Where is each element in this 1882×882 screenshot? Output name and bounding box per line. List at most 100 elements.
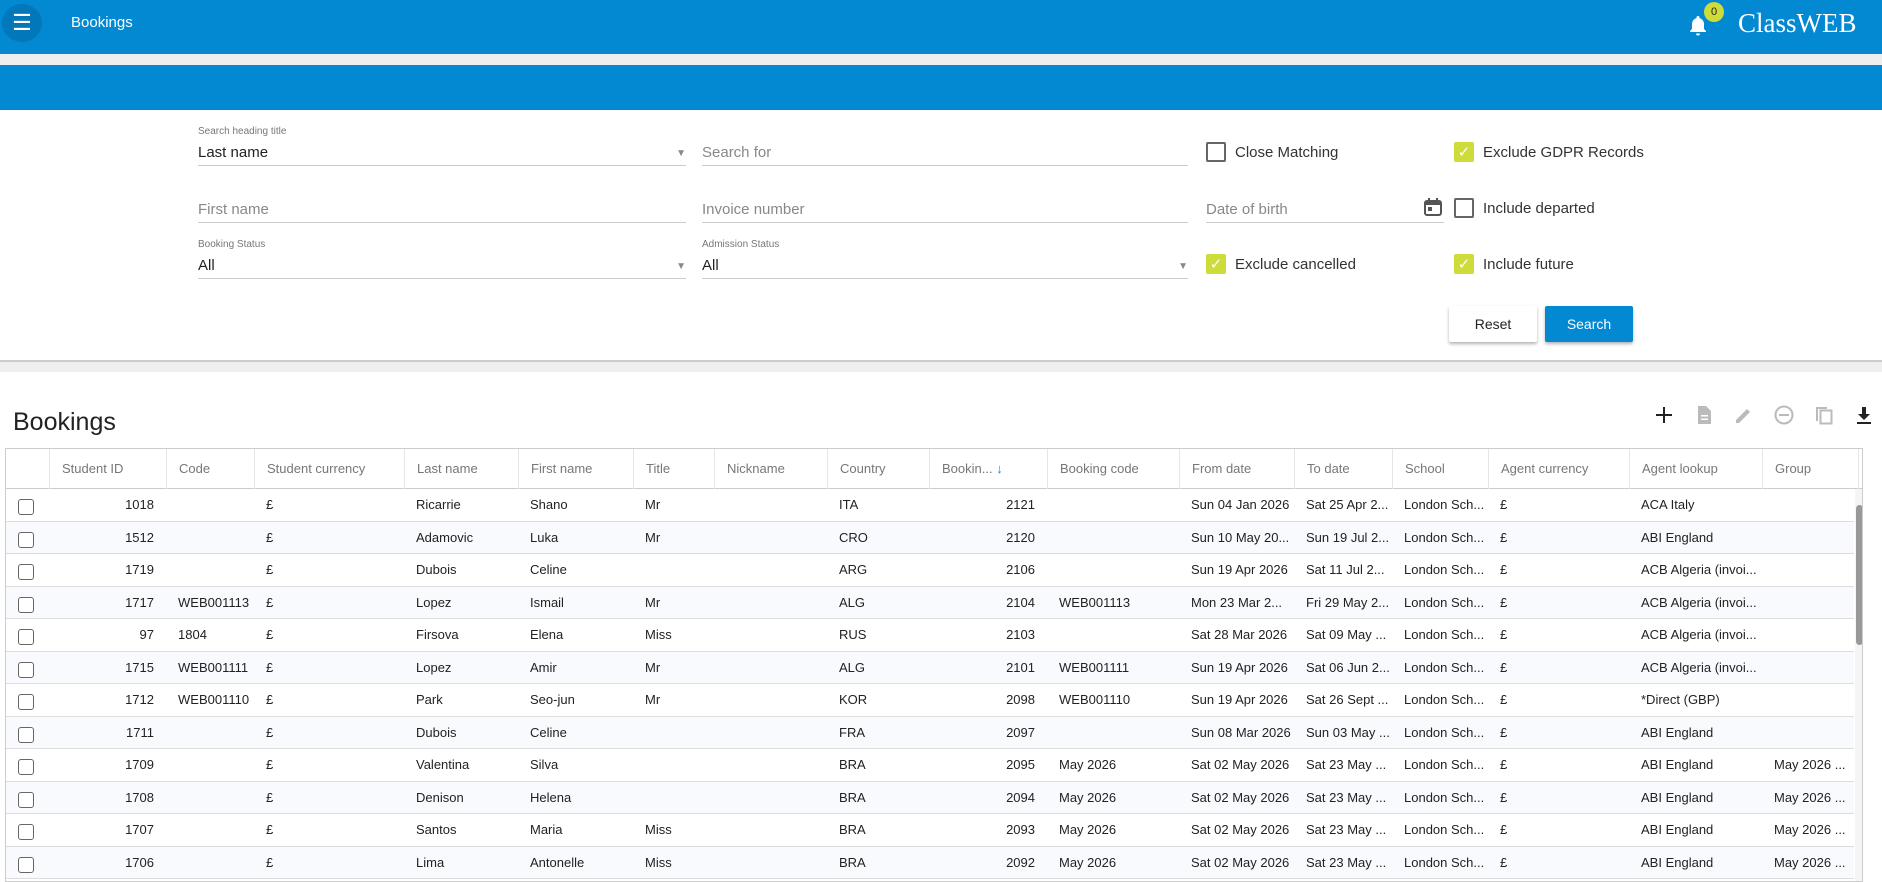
column-header[interactable]: Agent lookup [1629,449,1762,489]
column-header[interactable]: Student ID [49,449,166,489]
table-cell: ACB Algeria (invoi... [1641,562,1757,577]
column-header[interactable]: Student currency [254,449,404,489]
sort-descending-icon[interactable]: ↓ [992,461,1003,476]
table-cell: 1018 [125,497,154,512]
table-cell [714,684,827,716]
column-header[interactable]: Last name [404,449,518,489]
table-row[interactable]: 1711 £ Dubois Celine FRA 2097 Sun 08 Mar 2026 S… [6,716,1854,749]
include-future-checkbox[interactable]: ✓ Include future [1454,254,1574,274]
column-header-label: Student currency [267,461,366,476]
bookings-table: Student ID Code Student currency Last name F… [5,448,1863,882]
table-row[interactable]: 1719 £ Dubois Celine ARG 2106 Sun 19 Apr 2026 S… [6,554,1854,587]
table-cell: 1709 [125,757,154,772]
row-checkbox[interactable] [18,661,34,678]
close-matching-checkbox[interactable]: Close Matching [1206,142,1338,162]
checkbox-label: Include future [1483,255,1574,273]
column-header[interactable]: Bookin... ↓ [929,449,1047,489]
column-header[interactable]: Code [166,449,254,489]
table-row[interactable]: 1018 £ Ricarrie Shano Mr ITA 2121 Sun 04 Jan 20… [6,489,1854,522]
column-header[interactable]: From date [1179,449,1294,489]
collapse-chevron-icon[interactable]: ⌃ [1868,141,1880,157]
table-row[interactable]: 1715 WEB001111 £ Lopez Amir Mr ALG 2101 WEB00111… [6,651,1854,684]
column-header[interactable]: To date [1294,449,1392,489]
table-row[interactable]: 97 1804 £ Firsova Elena Miss RUS 2103 Sat 28 Mar… [6,619,1854,652]
row-checkbox[interactable] [18,694,34,710]
table-cell [1047,522,1179,554]
row-checkbox[interactable] [18,629,34,645]
column-header[interactable]: B [1858,449,1862,489]
table-cell [714,554,827,586]
edit-icon[interactable] [1733,404,1755,426]
add-icon[interactable] [1653,404,1675,426]
notification-bell-icon[interactable] [1688,14,1708,36]
row-checkbox[interactable] [18,564,34,580]
checkbox-checked-icon[interactable]: ✓ [1454,142,1474,162]
table-cell [166,522,254,554]
table-row[interactable]: 1708 £ Denison Helena BRA 2094 May 2026 Sat 02 … [6,781,1854,814]
row-checkbox[interactable] [18,759,34,775]
column-header[interactable]: Group [1762,449,1858,489]
row-checkbox[interactable] [18,596,34,613]
table-cell: WEB001111 [178,659,249,675]
table-cell: £ [1500,692,1508,707]
vertical-scrollbar[interactable] [1855,489,1862,881]
scrollbar-thumb[interactable] [1856,505,1862,645]
table-cell: Antonelle [530,854,585,870]
table-cell: ABI England [1641,757,1714,772]
date-of-birth-input[interactable]: Date of birth [1206,173,1444,223]
column-header[interactable]: Title [633,449,714,489]
table-row[interactable]: 1712 WEB001110 £ Park Seo-jun Mr KOR 2098 WEB001… [6,684,1854,717]
checkbox-icon[interactable] [1206,142,1226,162]
row-checkbox[interactable] [18,791,34,808]
calendar-icon[interactable] [1424,198,1442,216]
checkbox-label: Close Matching [1235,143,1339,161]
column-header[interactable]: Booking code [1047,449,1179,489]
first-name-input[interactable]: First name [198,173,686,223]
exclude-cancelled-checkbox[interactable]: ✓ Exclude cancelled [1206,254,1356,274]
booking-status-select[interactable]: Booking Status All ▼ [198,229,686,279]
reset-button[interactable]: Reset [1449,306,1537,342]
column-header[interactable]: First name [518,449,633,489]
booking-status-label: Booking Status [198,239,266,250]
checkbox-icon[interactable] [1454,198,1474,218]
table-row[interactable]: 1717 WEB001113 £ Lopez Ismail Mr ALG 2104 WEB001… [6,586,1854,619]
table-row[interactable]: 1707 £ Santos Maria Miss BRA 2093 May 2026 Sat 0… [6,814,1854,847]
table-cell [166,749,254,781]
checkbox-checked-icon[interactable]: ✓ [1206,254,1226,274]
row-checkbox[interactable] [18,531,34,548]
row-checkbox[interactable] [18,726,34,743]
checkbox-checked-icon[interactable]: ✓ [1454,254,1474,274]
remove-icon[interactable] [1773,404,1795,426]
column-header[interactable]: Nickname [714,449,827,489]
hamburger-menu-icon[interactable]: ☰ [2,4,42,42]
table-row[interactable]: 1709 £ Valentina Silva BRA 2095 May 2026 Sat 02… [6,749,1854,782]
table-cell: WEB001111 [1059,659,1130,675]
table-cell: £ [266,529,274,545]
table-cell: £ [266,822,274,837]
document-icon[interactable] [1693,404,1715,426]
column-header[interactable]: School [1392,449,1488,489]
row-checkbox[interactable] [18,824,34,840]
row-checkbox[interactable] [18,499,34,515]
row-checkbox[interactable] [18,856,34,873]
table-cell [166,847,254,879]
table-row[interactable]: 1512 £ Adamovic Luka Mr CRO 2120 Sun 10 May 20.… [6,521,1854,554]
table-cell: May 2026 ... [1774,757,1846,772]
column-header-label: Last name [417,461,478,476]
filter-panel-header[interactable]: ⌃ [0,65,1882,157]
column-header[interactable]: Agent currency [1488,449,1629,489]
search-for-input[interactable]: Search for [702,116,1188,166]
table-cell: 2097 [1006,724,1035,740]
download-icon[interactable] [1853,404,1875,426]
table-cell [714,814,827,846]
include-departed-checkbox[interactable]: Include departed [1454,198,1595,218]
table-row[interactable]: 1706 £ Lima Antonelle Miss BRA 2092 May 2026 Sat… [6,846,1854,879]
invoice-number-input[interactable]: Invoice number [702,173,1188,223]
admission-status-select[interactable]: Admission Status All ▼ [702,229,1188,279]
copy-icon[interactable] [1813,404,1835,426]
search-button[interactable]: Search [1545,306,1633,342]
column-header[interactable]: Country [827,449,929,489]
search-heading-select[interactable]: Search heading title Last name ▼ [198,116,686,166]
exclude-gdpr-checkbox[interactable]: ✓ Exclude GDPR Records [1454,142,1644,162]
table-cell: ALG [839,594,866,610]
